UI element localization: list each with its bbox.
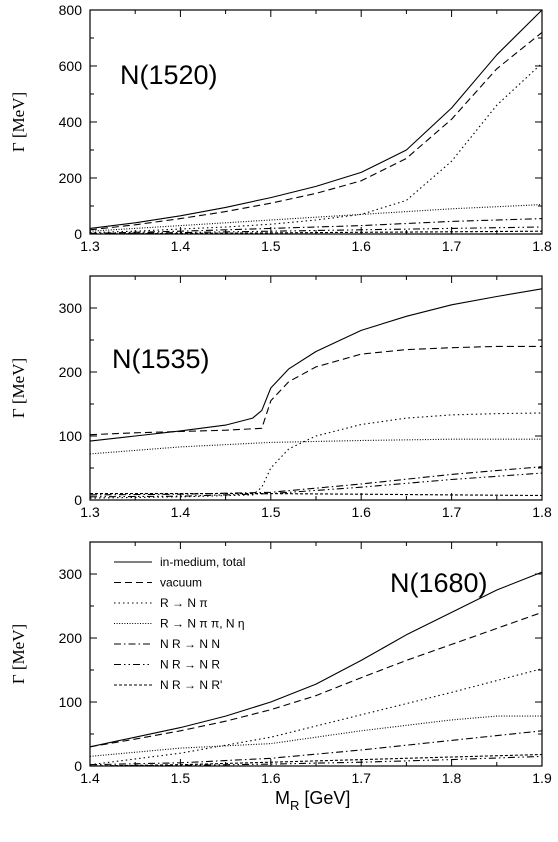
x-tick-label: 1.6 <box>351 504 371 520</box>
plot-frame <box>89 9 543 235</box>
plot-frame <box>89 275 543 501</box>
x-tick-label: 1.5 <box>261 504 281 520</box>
series-line-densedot <box>89 204 543 232</box>
series-line-dashdotdot <box>89 755 543 767</box>
series-line-densedot <box>89 438 542 455</box>
series-line-shortdash <box>89 753 543 767</box>
y-axis-label: Γ [MeV] <box>9 92 28 152</box>
x-tick-label: 1.9 <box>532 770 552 786</box>
series-line-solid <box>89 288 543 442</box>
series-line-dashdotdot <box>89 226 543 235</box>
x-tick-label: 1.4 <box>171 238 191 254</box>
y-tick-label: 0 <box>74 226 82 242</box>
panel-2: 1.3 1.4 1.5 1.6 1.7 1.8 0 100 200 300 Γ [MeV] N(153… <box>9 275 552 520</box>
series-line-solid <box>89 9 543 229</box>
x-tick-label: 1.8 <box>442 770 462 786</box>
legend-label: N R → N N <box>160 637 220 651</box>
legend-label: N R → N R' <box>160 678 222 692</box>
panel-3: 1.4 1.5 1.6 1.7 1.8 1.9 0 100 200 300 Γ [MeV] N(168… <box>9 541 552 786</box>
y-tick-label: 100 <box>59 694 83 710</box>
y-tick-label: 300 <box>59 566 83 582</box>
series-line-shortdash <box>89 230 543 235</box>
series-line-solid <box>89 571 543 748</box>
y-tick-label: 200 <box>59 170 83 186</box>
x-tick-label: 1.7 <box>442 504 462 520</box>
y-tick-label: 400 <box>59 114 83 130</box>
x-tick-label: 1.5 <box>171 770 191 786</box>
series-line-dot <box>89 62 543 234</box>
legend-label: R → N π <box>160 596 208 610</box>
x-tick-label: 1.8 <box>532 504 552 520</box>
x-tick-label: 1.6 <box>261 770 281 786</box>
panel-title: N(1680) <box>390 568 488 598</box>
x-tick-label: 1.3 <box>80 504 100 520</box>
y-tick-label: 0 <box>74 758 82 774</box>
series-line-dash <box>89 31 543 231</box>
panel-1: 1.3 1.4 1.5 1.6 1.7 1.8 0 200 400 600 800 Γ [MeV] N(… <box>9 2 552 254</box>
y-axis-label: Γ [MeV] <box>9 358 28 418</box>
y-axis-label: Γ [MeV] <box>9 624 28 684</box>
x-axis-label: MR [GeV] <box>275 788 350 813</box>
x-tick-label: 1.4 <box>80 770 100 786</box>
y-tick-label: 200 <box>59 630 83 646</box>
legend: in-medium, total vacuum R → N π R → N π π, … <box>114 555 245 692</box>
x-tick-label: 1.7 <box>442 238 462 254</box>
series-line-dashdot <box>89 730 543 766</box>
y-tick-label: 300 <box>59 300 83 316</box>
x-tick-label: 1.5 <box>261 238 281 254</box>
series-line-dot <box>89 668 543 766</box>
panel-title: N(1520) <box>120 60 218 90</box>
legend-label: N R → N R <box>160 658 220 672</box>
x-tick-label: 1.3 <box>80 238 100 254</box>
x-tick-label: 1.8 <box>532 238 552 254</box>
legend-label: in-medium, total <box>160 555 245 569</box>
y-tick-label: 200 <box>59 364 83 380</box>
y-tick-label: 0 <box>74 492 82 508</box>
panel-title: N(1535) <box>112 344 210 374</box>
series-line-dot <box>89 412 543 499</box>
x-tick-label: 1.4 <box>171 504 191 520</box>
series-line-dash <box>89 345 542 436</box>
x-tick-label: 1.7 <box>351 770 371 786</box>
y-tick-label: 600 <box>59 58 83 74</box>
series-line-densedot <box>89 715 542 757</box>
series-line-dashdot <box>89 218 543 234</box>
series-line-shortdash <box>90 493 543 497</box>
series-line-dashdot <box>89 466 543 496</box>
series-line-dash <box>89 611 543 748</box>
legend-label: vacuum <box>160 576 202 590</box>
y-tick-label: 100 <box>59 428 83 444</box>
y-tick-label: 800 <box>59 2 83 18</box>
x-tick-label: 1.6 <box>351 238 371 254</box>
legend-label: R → N π π, N η <box>160 617 245 631</box>
